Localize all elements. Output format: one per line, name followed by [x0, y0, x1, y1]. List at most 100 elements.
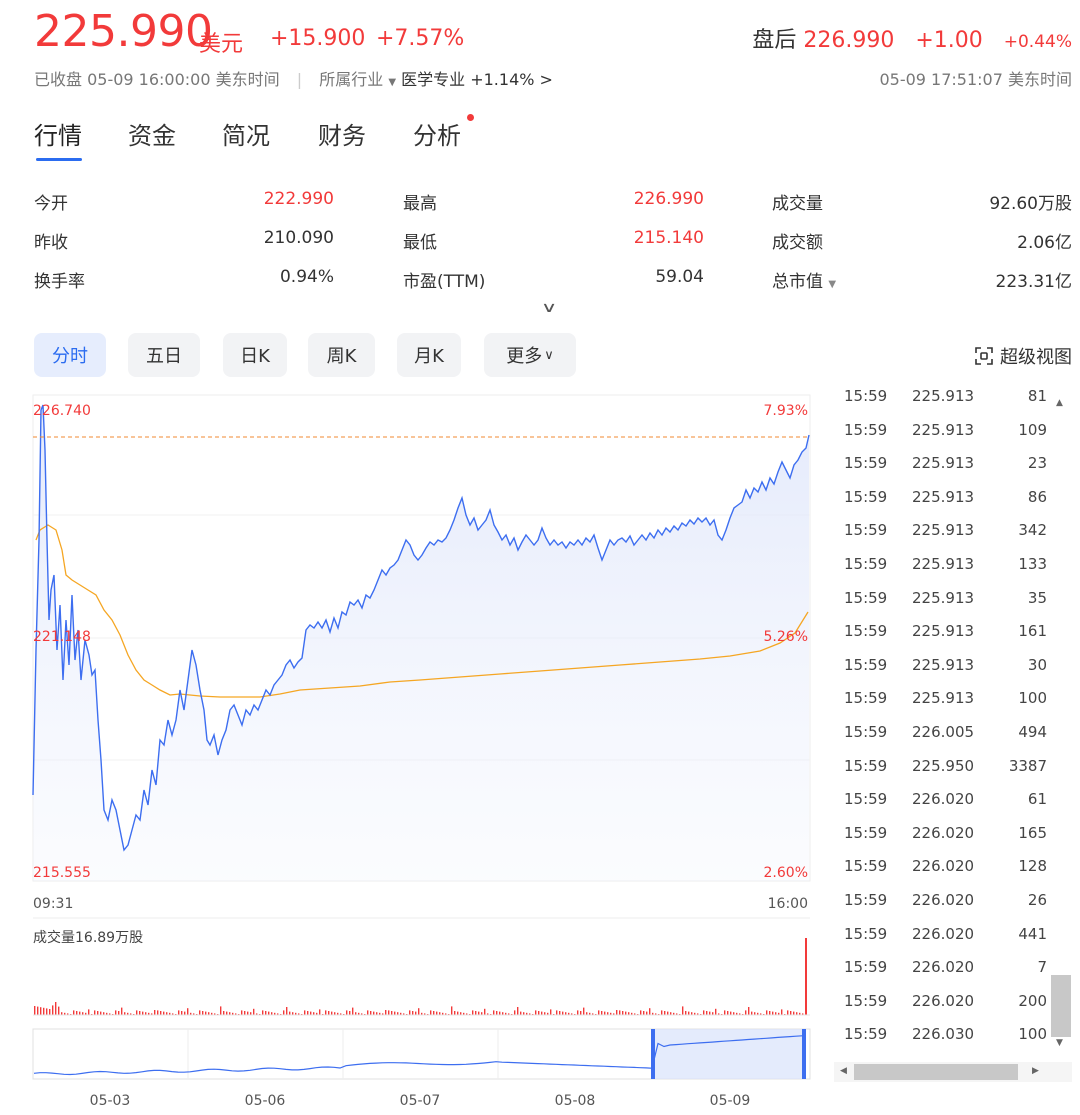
- volume-bar: [382, 1013, 384, 1015]
- volume-bar: [733, 1012, 735, 1015]
- period-weekly-button[interactable]: 周K: [308, 333, 375, 377]
- volume-bar: [493, 1010, 495, 1015]
- scroll-up-icon[interactable]: ▲: [1056, 398, 1063, 408]
- stat-value-turnover-rate: 0.94%: [279, 267, 334, 287]
- period-5day-button[interactable]: 五日: [128, 333, 200, 377]
- volume-bar: [142, 1011, 144, 1015]
- tick-price: 225.913: [912, 420, 975, 439]
- period-more-button[interactable]: 更多 ∨: [484, 333, 576, 377]
- period-monthly-button[interactable]: 月K: [397, 333, 461, 377]
- price-axis-low: 215.555: [33, 865, 91, 881]
- stat-value-low: 215.140: [633, 228, 704, 248]
- volume-bar: [379, 1012, 381, 1015]
- volume-bar: [676, 1013, 678, 1015]
- expand-chevron-icon[interactable]: ∨: [540, 300, 558, 316]
- stat-label-pe: 市盈(TTM): [403, 272, 486, 292]
- tab-analysis[interactable]: 分析: [413, 122, 461, 150]
- tick-price: 226.020: [912, 924, 975, 943]
- tick-price: 226.020: [912, 891, 975, 909]
- vertical-scrollbar[interactable]: ▲ ▼: [1048, 390, 1072, 1058]
- tick-price: 226.020: [912, 823, 975, 842]
- volume-bar: [334, 1012, 336, 1015]
- volume-bar: [481, 1012, 483, 1015]
- super-view-label: 超级视图: [1000, 347, 1072, 368]
- tick-time: 15:59: [844, 1025, 888, 1044]
- volume-bar: [502, 1012, 504, 1015]
- volume-bar: [505, 1012, 507, 1015]
- price-axis-high: 226.740: [33, 403, 91, 419]
- tick-volume: 100: [1018, 689, 1047, 708]
- tick-row: 15:59 226.020 7: [834, 958, 1049, 992]
- tab-financials[interactable]: 财务: [318, 122, 366, 150]
- volume-bar: [541, 1011, 543, 1015]
- volume-bar: [337, 1012, 339, 1015]
- volume-bar: [229, 1012, 231, 1015]
- navigator-left-handle[interactable]: [651, 1029, 655, 1079]
- after-hours-price: 226.990: [803, 28, 895, 53]
- stat-label-turnover-rate: 换手率: [34, 272, 85, 292]
- tab-profile[interactable]: 简况: [222, 122, 270, 150]
- volume-bar: [772, 1011, 774, 1015]
- volume-bar: [397, 1012, 399, 1015]
- volume-bar: [586, 1012, 588, 1015]
- volume-bar: [244, 1011, 246, 1015]
- vertical-scroll-thumb[interactable]: [1051, 975, 1071, 1037]
- volume-bar: [403, 1013, 405, 1015]
- tab-quote[interactable]: 行情: [34, 122, 82, 150]
- volume-bar: [415, 1011, 417, 1015]
- volume-bar: [394, 1011, 396, 1015]
- volume-label: 成交量16.89万股: [33, 929, 143, 946]
- volume-bar: [325, 1010, 327, 1015]
- navigator-selection[interactable]: [653, 1029, 804, 1079]
- tick-time: 15:59: [844, 454, 888, 473]
- volume-bar: [703, 1010, 705, 1015]
- scroll-right-icon[interactable]: ▶: [1032, 1066, 1039, 1076]
- volume-bar: [667, 1011, 669, 1015]
- tick-volume: 494: [1018, 723, 1047, 741]
- period-intraday-button[interactable]: 分时: [34, 333, 106, 377]
- tick-row: 15:59 226.020 61: [834, 790, 1049, 824]
- volume-bar: [163, 1011, 165, 1015]
- tick-list[interactable]: 15:59 225.913 81 15:59 225.913 109 15:59 225.91…: [834, 390, 1072, 1062]
- volume-bar: [514, 1010, 516, 1015]
- scroll-down-icon[interactable]: ▼: [1056, 1038, 1063, 1048]
- market-cap-label: 总市值: [772, 272, 823, 292]
- volume-bar: [544, 1012, 546, 1015]
- tick-time: 15:59: [844, 891, 888, 909]
- industry-change: +1.14%: [470, 70, 535, 89]
- volume-bar: [256, 1013, 258, 1015]
- volume-bar: [139, 1011, 141, 1015]
- volume-bar: [373, 1011, 375, 1015]
- intraday-chart[interactable]: 226.740 221.148 215.555 7.93% 5.26% 2.60…: [0, 390, 830, 1114]
- tick-price: 225.913: [912, 588, 975, 607]
- price-change: +15.900: [270, 26, 366, 51]
- horizontal-scroll-thumb[interactable]: [854, 1064, 1018, 1080]
- navigator-right-handle[interactable]: [802, 1029, 806, 1079]
- stat-label-market-cap[interactable]: 总市值 ▼: [772, 267, 836, 292]
- volume-bar: [136, 1010, 138, 1015]
- super-view-button[interactable]: 超级视图: [974, 343, 1072, 369]
- period-daily-button[interactable]: 日K: [223, 333, 287, 377]
- volume-bar: [46, 1008, 48, 1015]
- tick-volume: 23: [1027, 454, 1047, 473]
- caret-down-icon: ▼: [388, 77, 397, 88]
- volume-bar: [478, 1011, 480, 1015]
- tab-funds[interactable]: 资金: [128, 122, 176, 150]
- volume-bar: [439, 1012, 441, 1015]
- scroll-left-icon[interactable]: ◀: [840, 1066, 847, 1076]
- volume-bar: [361, 1013, 363, 1015]
- volume-bar: [790, 1011, 792, 1015]
- industry-link[interactable]: 所属行业 ▼ 医学专业 +1.14% >: [319, 70, 553, 89]
- volume-bar: [367, 1010, 369, 1015]
- pct-axis-low: 2.60%: [764, 865, 808, 881]
- volume-bar: [454, 1011, 456, 1015]
- volume-bar: [727, 1011, 729, 1015]
- tick-time: 15:59: [844, 790, 888, 809]
- volume-bar: [436, 1011, 438, 1015]
- volume-bar: [376, 1012, 378, 1015]
- volume-bar: [124, 1012, 126, 1015]
- fullscreen-icon: [975, 347, 993, 365]
- caret-down-icon: ▼: [828, 279, 837, 290]
- volume-bar: [55, 1002, 57, 1015]
- volume-bar: [271, 1012, 273, 1015]
